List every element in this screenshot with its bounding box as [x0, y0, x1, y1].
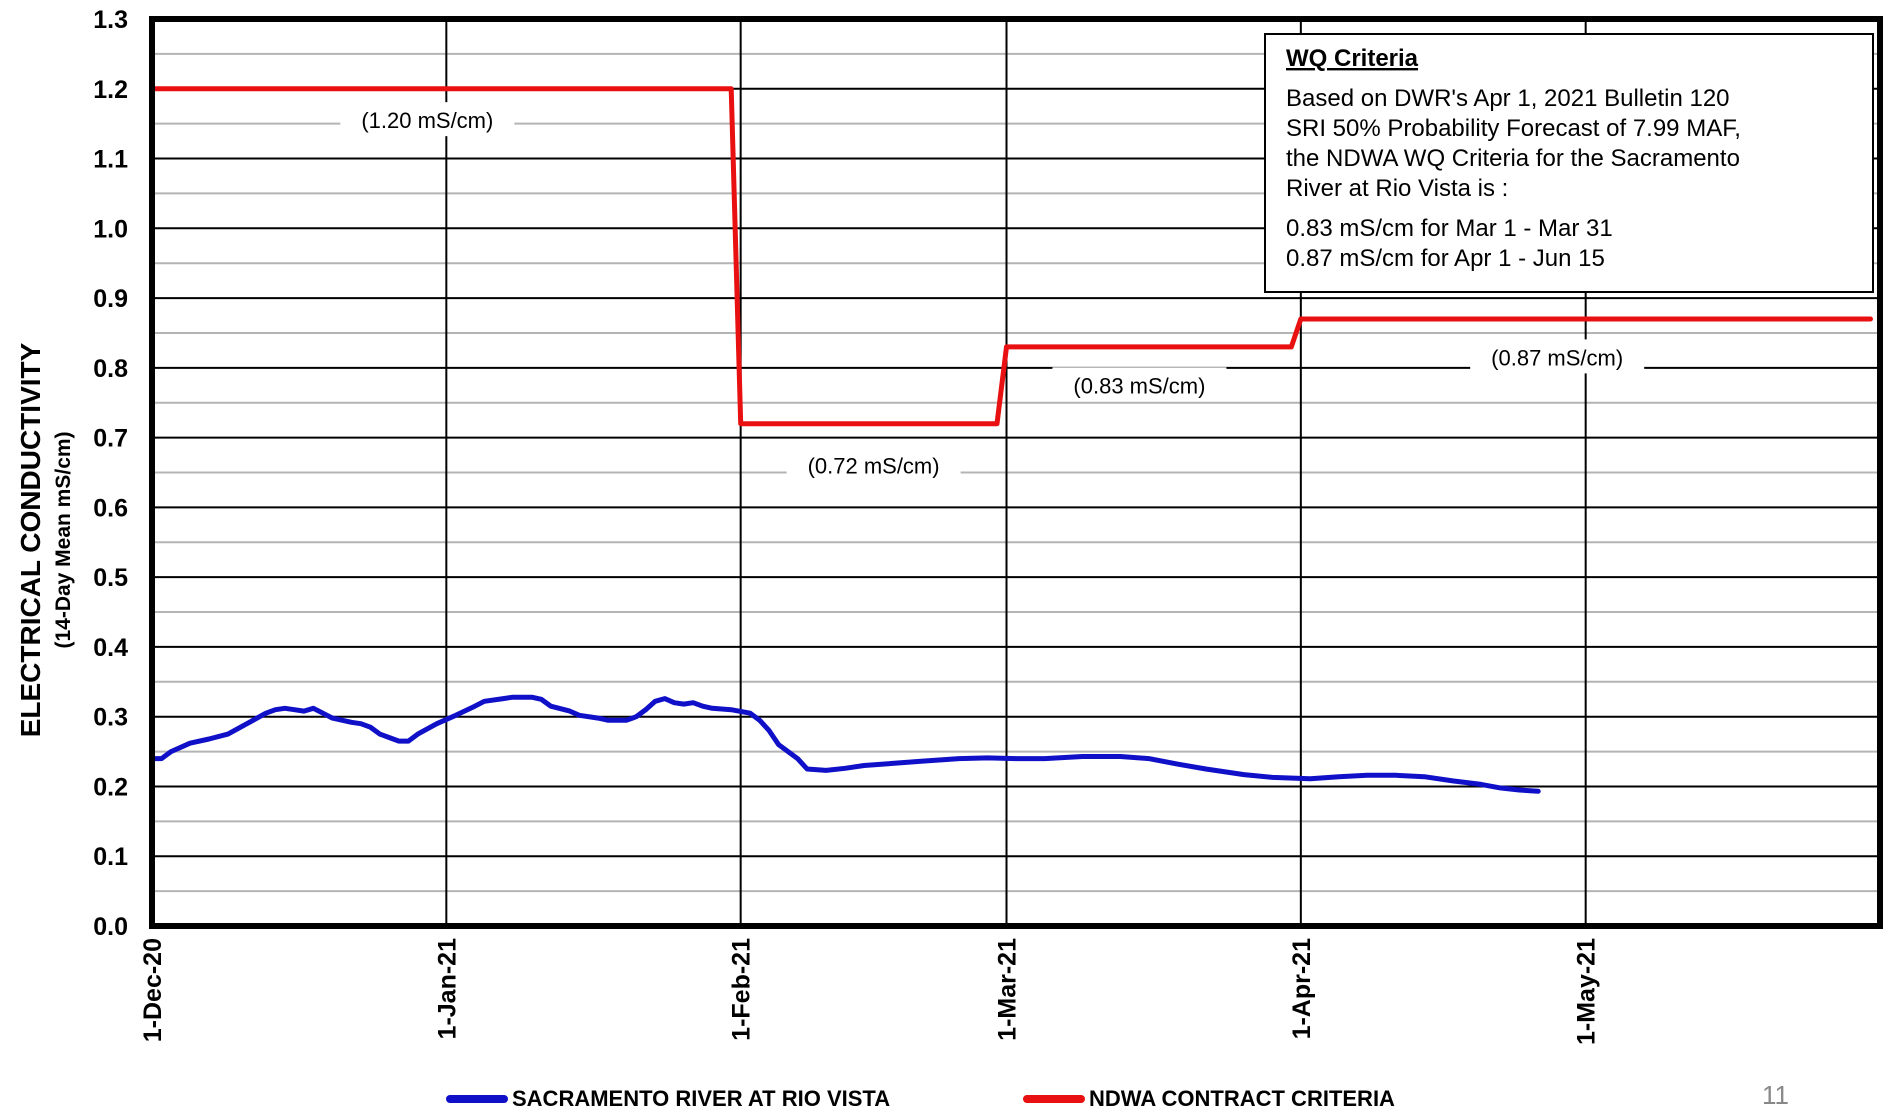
x-tick-label: 1-Mar-21	[994, 938, 1022, 1041]
y-tick-label: 0.3	[93, 704, 128, 732]
y-tick-labels: 0.0 0.1 0.2 0.3 0.4 0.5 0.6 0.7 0.8 0.9 1.0 1.1 1.2 1…	[93, 6, 128, 941]
criteria-line-4: River at Rio Vista is :	[1286, 175, 1508, 202]
y-tick-label: 0.8	[93, 355, 128, 383]
y-axis-title: ELECTRICAL CONDUCTIVITY (14-Day Mean mS/…	[15, 342, 75, 737]
y-tick-label: 0.6	[93, 494, 128, 522]
legend-swatch-red	[1023, 1095, 1085, 1103]
y-tick-label: 1.3	[93, 6, 128, 34]
x-tick-label: 1-Dec-20	[139, 938, 167, 1042]
value-annotation: (1.20 mS/cm)	[361, 108, 493, 133]
y-tick-label: 1.1	[93, 146, 128, 174]
x-tick-label: 1-Apr-21	[1288, 938, 1316, 1040]
y-tick-label: 0.7	[93, 425, 128, 453]
y-tick-label: 0.0	[93, 913, 128, 941]
series-lines	[149, 86, 1873, 794]
criteria-line-2: SRI 50% Probability Forecast of 7.99 MAF…	[1286, 115, 1741, 142]
criteria-heading: WQ Criteria	[1286, 45, 1419, 72]
annotation-background	[340, 102, 515, 137]
x-tick-label: 1-Jan-21	[433, 938, 461, 1040]
wq-criteria-box: WQ Criteria Based on DWR's Apr 1, 2021 B…	[1264, 33, 1874, 293]
y-tick-label: 0.2	[93, 773, 128, 801]
x-tick-label: 1-May-21	[1573, 938, 1601, 1045]
page-number: 11	[1762, 1080, 1789, 1110]
value-annotation: (0.87 mS/cm)	[1491, 345, 1623, 370]
series-line-ndwa	[149, 86, 1873, 427]
x-tick-labels: 1-Dec-20 1-Jan-21 1-Feb-21 1-Mar-21 1-Apr-21…	[139, 938, 1601, 1045]
legend-item-ndwa: NDWA CONTRACT CRITERIA	[1023, 1086, 1395, 1112]
y-tick-label: 1.2	[93, 76, 128, 104]
annotation-background	[1470, 339, 1645, 374]
y-tick-label: 1.0	[93, 215, 128, 243]
value-annotation: (0.83 mS/cm)	[1073, 373, 1205, 398]
annotation-background	[1052, 367, 1227, 402]
legend-item-sacramento: SACRAMENTO RIVER AT RIO VISTA	[446, 1086, 890, 1112]
legend-swatch-blue	[446, 1095, 508, 1103]
y-axis-sublabel: (14-Day Mean mS/cm)	[52, 431, 75, 648]
criteria-line-6: 0.87 mS/cm for Apr 1 - Jun 15	[1286, 245, 1605, 272]
value-annotations: (1.20 mS/cm) (0.72 mS/cm) (0.83 mS/cm) (0.8…	[340, 102, 1645, 482]
y-tick-label: 0.5	[93, 564, 128, 592]
plot-frame	[149, 16, 1883, 929]
criteria-line-1: Based on DWR's Apr 1, 2021 Bulletin 120	[1286, 85, 1730, 112]
y-tick-label: 0.9	[93, 285, 128, 313]
y-tick-label: 0.1	[93, 843, 128, 871]
legend-label-sacramento: SACRAMENTO RIVER AT RIO VISTA	[512, 1086, 891, 1111]
series-line-sacramento	[149, 694, 1541, 794]
y-tick-label: 0.4	[93, 634, 128, 662]
x-tick-label: 1-Feb-21	[728, 938, 756, 1041]
criteria-line-3: the NDWA WQ Criteria for the Sacramento	[1286, 145, 1740, 172]
y-axis-label: ELECTRICAL CONDUCTIVITY	[15, 342, 46, 737]
legend-label-ndwa: NDWA CONTRACT CRITERIA	[1089, 1086, 1395, 1111]
value-annotation: (0.72 mS/cm)	[808, 454, 940, 479]
criteria-line-5: 0.83 mS/cm for Mar 1 - Mar 31	[1286, 215, 1613, 242]
annotation-background	[786, 447, 961, 482]
